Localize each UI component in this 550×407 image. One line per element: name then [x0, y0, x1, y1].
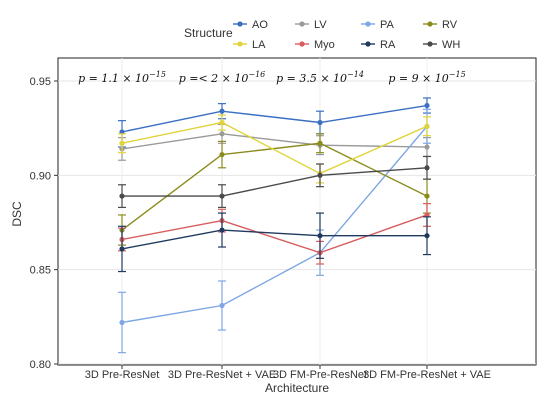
y-tick-label: 0.85	[30, 265, 51, 277]
y-tick-label: 0.90	[30, 170, 51, 182]
legend-item-myo: Myo	[295, 39, 335, 51]
data-point	[424, 233, 430, 239]
series-line	[121, 121, 428, 175]
legend-item-wh: WH	[423, 39, 460, 51]
legend-swatch-point	[237, 21, 243, 27]
legend-item-lv: LV	[295, 19, 327, 31]
series-layer	[118, 97, 431, 354]
data-point	[317, 233, 323, 239]
legend-label: RA	[380, 39, 396, 51]
data-point	[119, 140, 125, 146]
legend-item-rv: RV	[423, 19, 458, 31]
x-tick-label: 3D Pre-ResNet + VAE	[168, 369, 276, 381]
legend-swatch-point	[427, 41, 433, 47]
data-point	[219, 108, 225, 114]
series-line	[122, 167, 428, 197]
plot-area	[57, 57, 537, 366]
legend-swatch-point	[427, 21, 433, 27]
data-point	[317, 140, 323, 146]
series-line	[121, 133, 428, 150]
legend-swatch-point	[299, 41, 305, 47]
legend-item-pa: PA	[361, 19, 395, 31]
p-value-label: p =< 2 × 10−16	[179, 70, 266, 85]
data-point	[424, 144, 430, 150]
legend-item-ra: RA	[361, 39, 396, 51]
legend-swatch-point	[365, 21, 371, 27]
data-point	[219, 131, 225, 137]
series-line	[121, 125, 428, 324]
legend-item-ao: AO	[233, 19, 268, 31]
series-line	[121, 104, 428, 133]
data-point	[424, 123, 430, 129]
legend-label: WH	[442, 39, 460, 51]
legend: Structure AO LV PA RV LA Myo RA WH	[184, 19, 460, 51]
x-axis-label: Architecture	[265, 381, 329, 395]
y-axis-label: DSC	[10, 201, 24, 227]
p-value-label: p = 3.5 × 10−14	[276, 70, 364, 85]
legend-label: RV	[442, 19, 458, 31]
p-value-label: p = 1.1 × 10−15	[78, 70, 166, 85]
legend-label: PA	[380, 19, 395, 31]
legend-label: LA	[252, 39, 266, 51]
y-tick-label: 0.95	[30, 76, 51, 88]
data-point	[219, 302, 225, 309]
y-axis: 0.80 0.85 0.90 0.95	[30, 76, 58, 371]
legend-swatch-point	[299, 21, 305, 27]
x-tick-label: 3D FM-Pre-ResNet + VAE	[363, 369, 491, 381]
legend-item-la: LA	[233, 39, 266, 51]
series-line	[121, 142, 428, 231]
x-tick-label: 3D FM-Pre-ResNet	[273, 369, 367, 381]
p-value-annotations: p = 1.1 × 10−15 p =< 2 × 10−16 p = 3.5 × 1…	[78, 70, 466, 85]
legend-label: AO	[252, 19, 268, 31]
data-point	[317, 172, 323, 178]
data-point	[119, 319, 125, 326]
legend-swatch-point	[365, 41, 371, 47]
data-point	[424, 193, 430, 199]
legend-title: Structure	[184, 26, 233, 40]
legend-swatch-point	[237, 41, 243, 47]
legend-label: LV	[314, 19, 327, 31]
data-point	[219, 193, 225, 199]
series-line	[121, 214, 428, 254]
y-tick-label: 0.80	[30, 359, 51, 371]
series-wh	[118, 155, 431, 209]
data-point	[424, 102, 430, 109]
data-point	[219, 227, 225, 233]
data-point	[424, 165, 430, 171]
data-point	[119, 193, 125, 199]
data-point	[219, 119, 225, 126]
series-ra	[118, 212, 431, 273]
legend-label: Myo	[314, 39, 335, 51]
data-point	[317, 119, 323, 126]
series-line	[121, 229, 427, 250]
data-point	[119, 246, 125, 252]
data-point	[219, 151, 225, 158]
x-tick-label: 3D Pre-ResNet	[85, 369, 160, 381]
p-value-label: p = 9 × 10−15	[388, 70, 465, 85]
